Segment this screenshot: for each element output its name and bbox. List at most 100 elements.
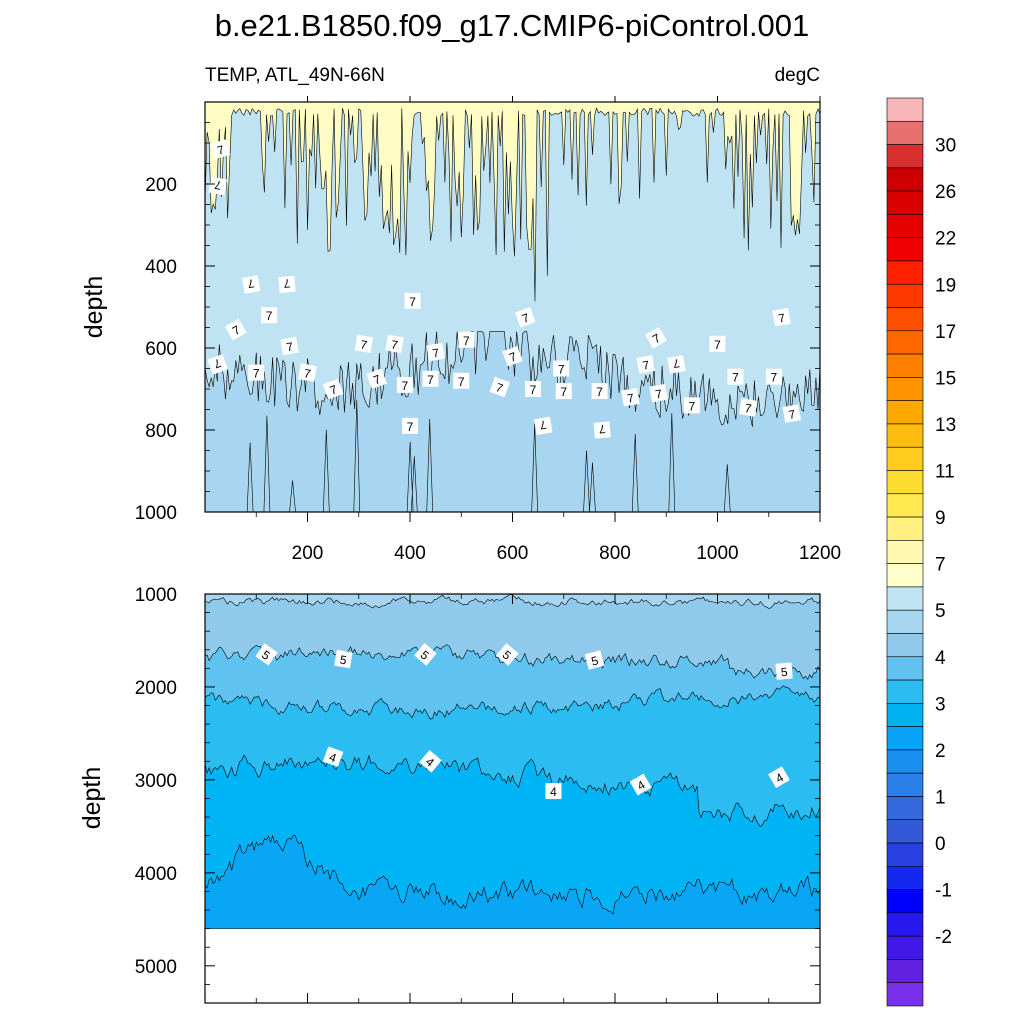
colorbar-box xyxy=(886,446,924,471)
deep-contour xyxy=(263,415,271,513)
contour-label: 7 xyxy=(261,307,278,324)
contour-label: 7 xyxy=(458,331,475,348)
x-tick-label: 200 xyxy=(292,543,324,564)
contour-label-text: 7 xyxy=(212,356,223,372)
colorbar-label: 19 xyxy=(935,275,956,296)
contour-label-text: 7 xyxy=(714,338,721,352)
contour-label: 7 xyxy=(502,345,523,367)
contour-label-text: 7 xyxy=(246,276,255,291)
contour-label: 7 xyxy=(366,368,387,390)
contour-label: 5 xyxy=(775,662,793,680)
contour-label: 7 xyxy=(453,372,470,389)
contour-label: 7 xyxy=(738,398,758,417)
colorbar-box xyxy=(886,726,924,751)
contour-label-text: 7 xyxy=(507,349,518,365)
deep-contour xyxy=(246,442,254,513)
contour-label-text: 5 xyxy=(780,665,788,680)
contour-label: 5 xyxy=(255,643,278,666)
contour-label-text: 7 xyxy=(744,401,753,416)
contour-label-text: 7 xyxy=(787,407,796,422)
contour-label-text: 7 xyxy=(771,371,778,385)
colorbar-box xyxy=(886,819,924,844)
top-contour-lines xyxy=(204,107,821,513)
colorbar-label: 15 xyxy=(935,368,956,389)
chart-title: b.e21.B1850.f09_g17.CMIP6-piControl.001 xyxy=(215,8,810,43)
y-tick-label: 2000 xyxy=(135,678,177,699)
contour-label-text: 7 xyxy=(560,385,567,399)
x-tick-label: 800 xyxy=(599,543,631,564)
contour-label-text: 7 xyxy=(732,371,739,385)
contour-label-text: 7 xyxy=(777,311,786,326)
contour-label: 4 xyxy=(419,750,442,773)
colorbar-box xyxy=(886,772,924,797)
contour-label: 5 xyxy=(584,650,605,670)
contour-label-text: 7 xyxy=(409,295,416,309)
contour-label: 7 xyxy=(224,318,247,341)
contour-label-text: 7 xyxy=(427,373,434,387)
top-contour-fill xyxy=(205,102,820,512)
contour-label: 7 xyxy=(354,334,374,354)
colorbar-label: 0 xyxy=(935,834,946,855)
colorbar-box xyxy=(886,330,924,355)
contour-label: 7 xyxy=(241,275,261,294)
y-tick-label: 800 xyxy=(145,421,177,442)
contour-label: 7 xyxy=(208,176,228,196)
x-tick-label: 600 xyxy=(497,543,529,564)
contour-label: 7 xyxy=(385,334,404,354)
contour-label: 5 xyxy=(496,643,519,666)
bottom-contour-line xyxy=(204,685,821,720)
contour-label: 5 xyxy=(414,643,437,666)
colorbar-box xyxy=(886,493,924,518)
colorbar-label: 2 xyxy=(935,741,946,762)
bottom-contour-line xyxy=(204,834,821,915)
colorbar-box xyxy=(886,586,924,611)
contour-label-text: 7 xyxy=(654,387,663,402)
contour-label-text: 7 xyxy=(371,372,382,388)
contour-7 xyxy=(204,331,821,427)
bottom-contour-labels: 5 5 5 5 5 5 4 4 4 4 4 xyxy=(255,643,793,800)
colorbar-box xyxy=(886,982,924,1007)
contour-label-text: 7 xyxy=(390,337,399,352)
y-tick-label: 1000 xyxy=(135,585,177,606)
contour-label: 7 xyxy=(404,292,421,309)
colorbar-label: 5 xyxy=(935,601,946,622)
colorbar-label: 11 xyxy=(935,462,955,483)
colorbar-box xyxy=(886,400,924,425)
contour-label: 7 xyxy=(207,354,229,375)
colorbar-box xyxy=(886,935,924,960)
contour-label-text: 7 xyxy=(626,391,635,406)
colorbar-box xyxy=(886,144,924,169)
colorbar-box xyxy=(886,796,924,821)
contour-label: 7 xyxy=(515,306,536,328)
contour-label-text: 7 xyxy=(216,142,226,157)
contour-label-text: 7 xyxy=(463,334,470,348)
contour-label-text: 7 xyxy=(359,337,368,352)
contour-label: 7 xyxy=(765,368,782,385)
colorbar-box xyxy=(886,516,924,541)
colorbar-label: 4 xyxy=(935,648,946,669)
contour-label: 7 xyxy=(422,370,439,387)
colorbar-box xyxy=(886,656,924,681)
colorbar-label: 17 xyxy=(935,322,956,343)
colorbar-label: 3 xyxy=(935,694,946,715)
colorbar-box xyxy=(886,307,924,332)
contour-label: 7 xyxy=(727,368,744,385)
contour-label-text: 4 xyxy=(550,785,557,799)
contour-label-text: 5 xyxy=(590,653,600,668)
contour-label: 7 xyxy=(645,326,667,349)
deep-contour xyxy=(406,441,414,513)
y-tick-label: 200 xyxy=(145,175,177,196)
colorbar-label: 7 xyxy=(935,555,946,576)
colorbar-label: -1 xyxy=(935,881,952,902)
contour-label: 7 xyxy=(593,421,611,439)
contour-label-text: 7 xyxy=(431,346,440,361)
colorbar: 30 26 22 19 17 15 13 11 9 7 5 4 3 2 1 0 -1 -2 xyxy=(886,97,956,1007)
colorbar-box xyxy=(886,260,924,285)
contour-label-text: 7 xyxy=(598,422,606,437)
contour-label: 4 xyxy=(322,746,344,767)
colorbar-box xyxy=(886,912,924,937)
top-ylabel: depth xyxy=(80,276,108,339)
top-panel: 7 7 7 7 7 7 7 7 7 7 7 7 7 7 7 7 7 7 7 7 7 7 7 7 7 7 7 7 7 7 7 7 7 7 7 7 7 7 7 7… xyxy=(80,96,841,564)
colorbar-box xyxy=(886,563,924,588)
